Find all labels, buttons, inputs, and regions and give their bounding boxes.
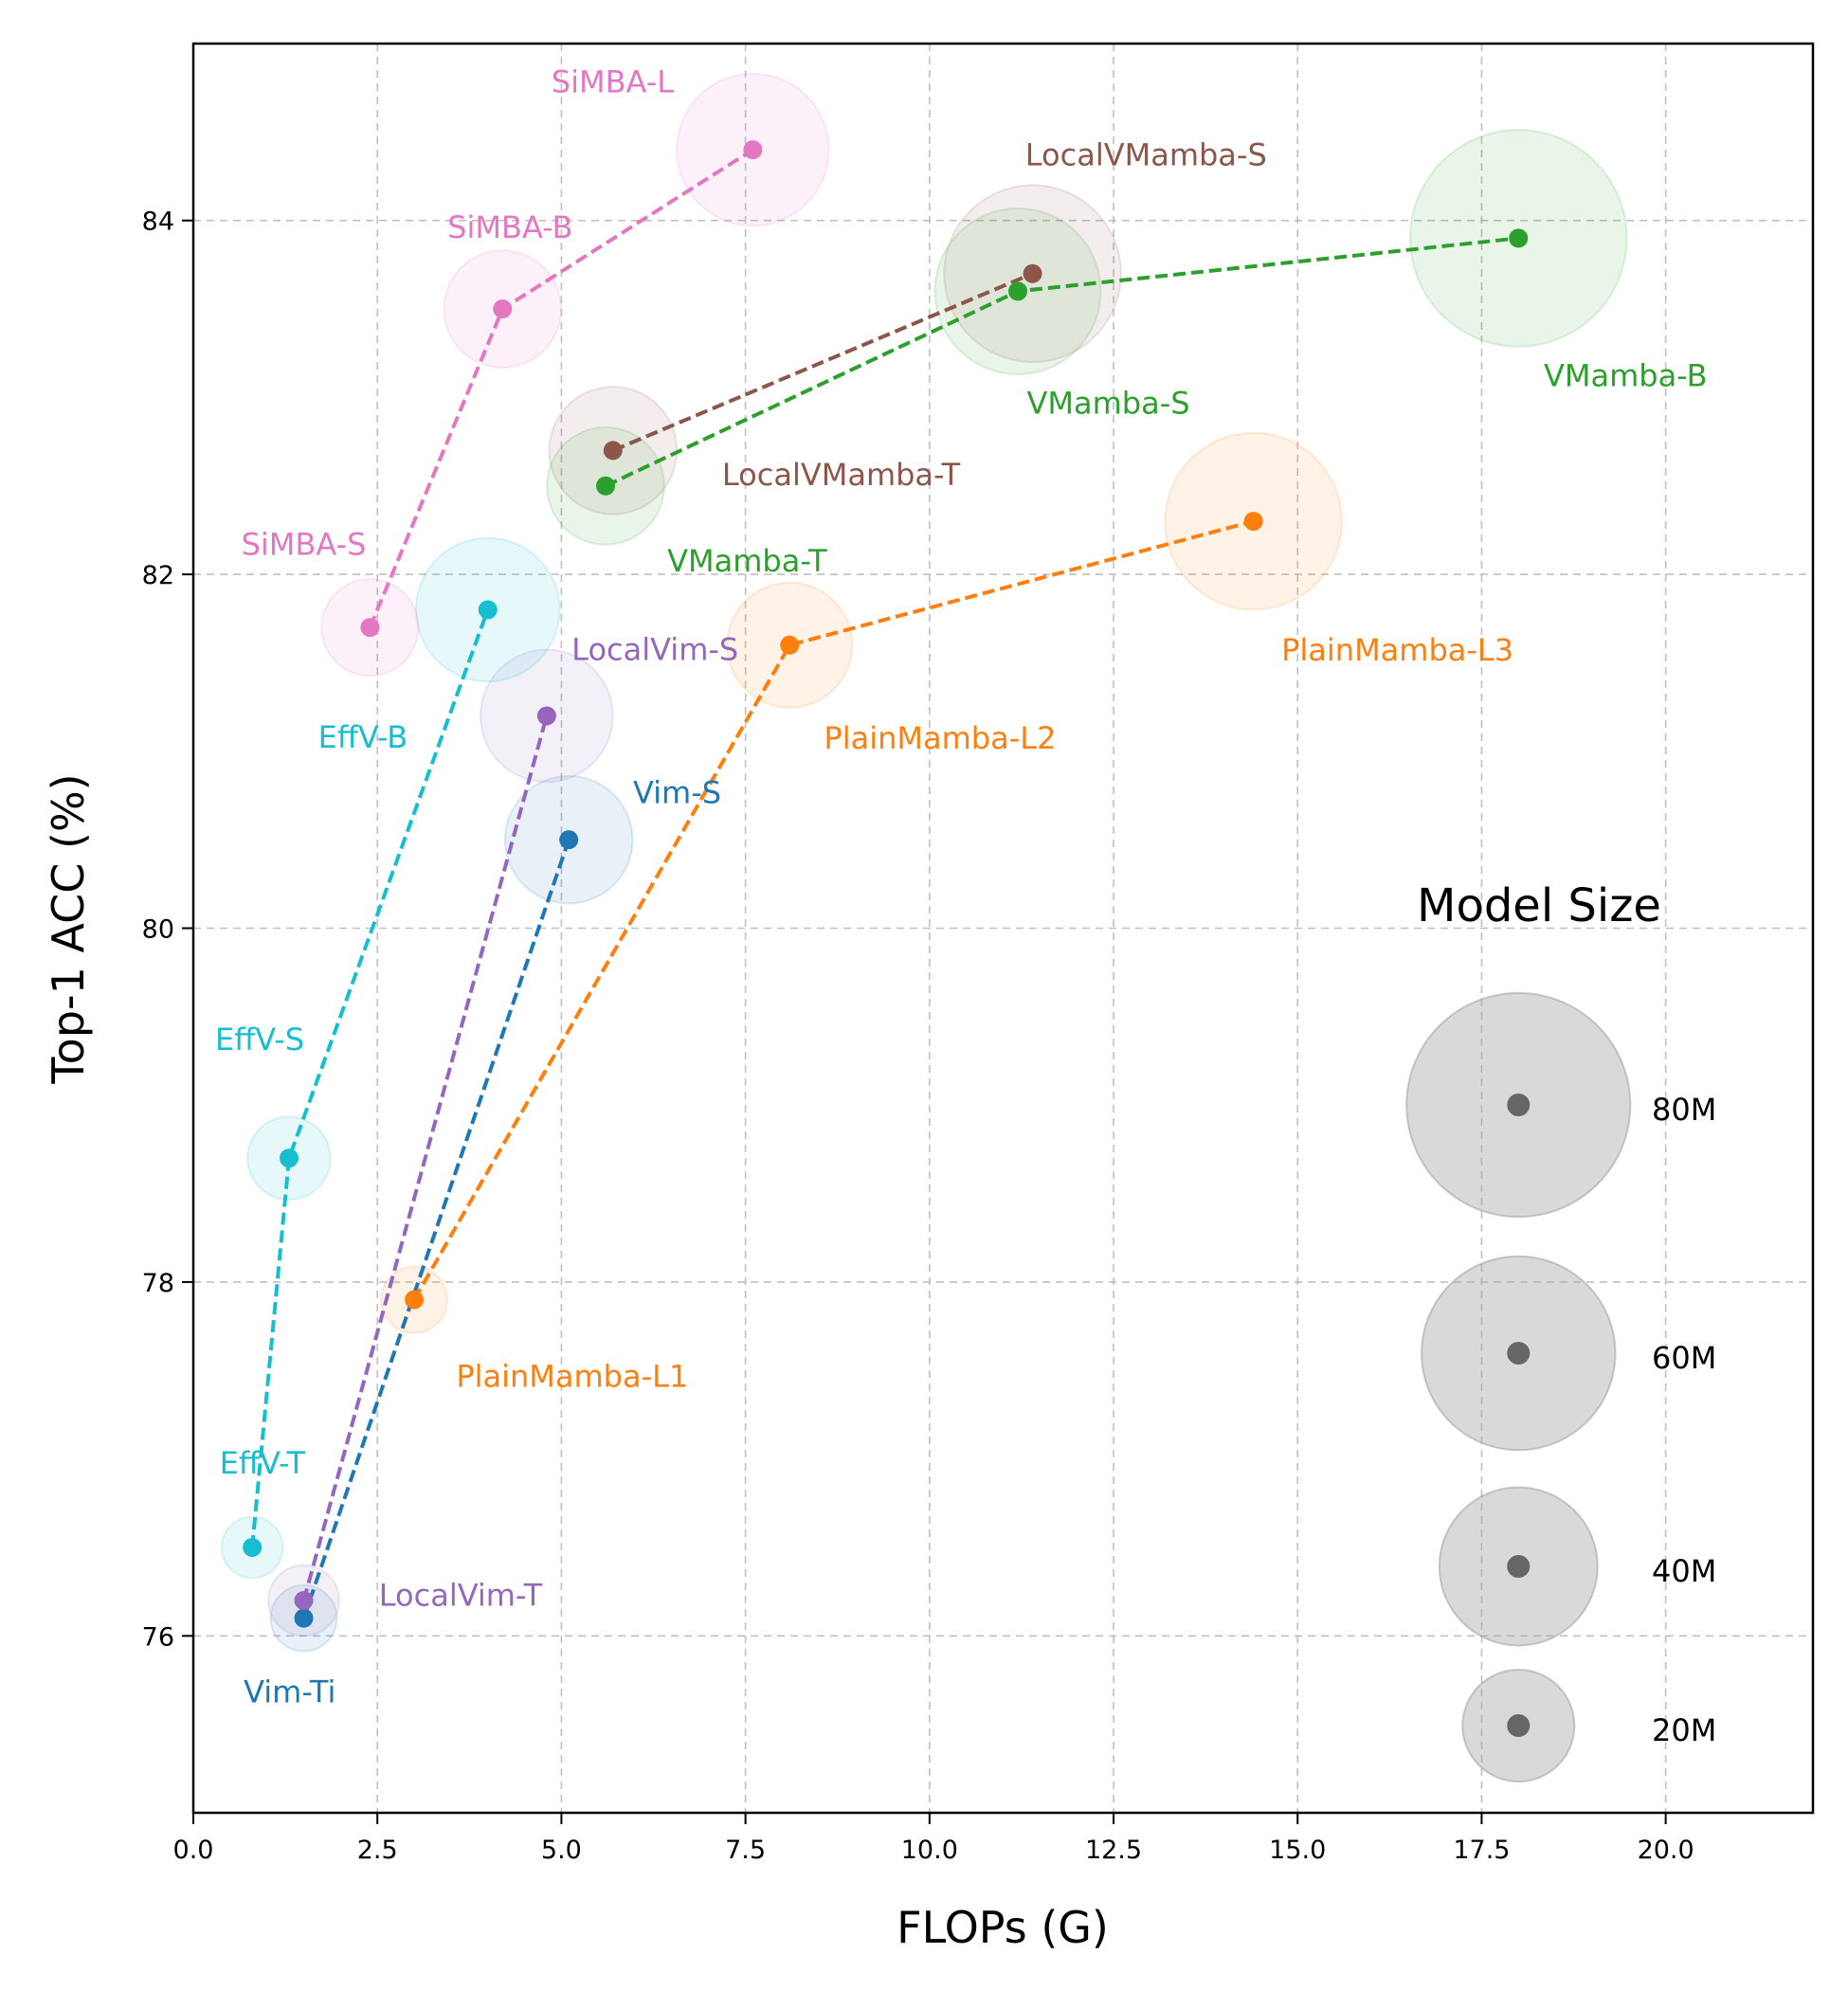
point-label: Vim-S xyxy=(633,774,721,810)
point-label: VMamba-B xyxy=(1544,358,1708,394)
point-label: PlainMamba-L2 xyxy=(824,720,1056,756)
point-label: LocalVMamba-T xyxy=(722,457,961,493)
points xyxy=(243,140,1529,1628)
data-point xyxy=(279,1149,299,1168)
data-point xyxy=(243,1537,263,1557)
legend-dot xyxy=(1507,1555,1531,1578)
data-point xyxy=(743,140,763,160)
x-tick-label: 7.5 xyxy=(725,1836,766,1865)
point-label: PlainMamba-L3 xyxy=(1281,632,1513,668)
legend-dot xyxy=(1507,1714,1531,1737)
data-point xyxy=(493,299,513,319)
point-label: SiMBA-S xyxy=(242,527,367,563)
x-tick-label: 10.0 xyxy=(901,1836,958,1865)
data-point xyxy=(603,441,623,461)
point-label: VMamba-S xyxy=(1027,386,1190,422)
data-point xyxy=(536,706,556,726)
point-labels: Vim-Ti Vim-S LocalVim-T LocalVim-S EffV-T Eff… xyxy=(215,64,1708,1710)
legend-title: Model Size xyxy=(1417,879,1661,932)
data-point xyxy=(294,1590,314,1610)
x-tick-label: 15.0 xyxy=(1269,1836,1326,1865)
data-point xyxy=(360,618,380,638)
data-point xyxy=(478,600,498,620)
data-point xyxy=(780,635,800,655)
point-label: PlainMamba-L1 xyxy=(456,1358,688,1394)
point-label: EffV-T xyxy=(220,1445,306,1481)
data-point xyxy=(405,1290,425,1310)
data-point xyxy=(1509,228,1529,248)
point-label: SiMBA-L xyxy=(552,64,675,100)
data-point xyxy=(1243,512,1263,532)
series-lines xyxy=(250,148,1519,1619)
x-tick-label: 20.0 xyxy=(1638,1836,1694,1865)
point-label: VMamba-T xyxy=(667,543,827,579)
y-tick-label: 84 xyxy=(142,208,174,237)
legend-dot xyxy=(1507,1094,1531,1116)
y-tick-label: 82 xyxy=(142,561,174,590)
legend-label: 60M xyxy=(1652,1340,1716,1376)
point-label: Vim-Ti xyxy=(244,1674,335,1710)
point-label: LocalVim-T xyxy=(379,1578,543,1614)
x-tick-label: 0.0 xyxy=(173,1836,214,1865)
point-label: SiMBA-B xyxy=(447,209,572,245)
data-point xyxy=(596,476,616,496)
y-tick-label: 76 xyxy=(142,1622,174,1652)
data-point xyxy=(1023,263,1042,283)
x-tick-label: 5.0 xyxy=(541,1836,582,1865)
legend: Model Size 80M 60M 40M 20M xyxy=(1405,879,1716,1783)
point-label: LocalVim-S xyxy=(571,632,738,668)
x-tick-label: 2.5 xyxy=(357,1836,398,1865)
x-axis-label: FLOPs (G) xyxy=(897,1902,1109,1953)
bubbles xyxy=(220,72,1628,1653)
y-tick-label: 80 xyxy=(142,915,174,945)
legend-label: 20M xyxy=(1652,1712,1716,1748)
data-point xyxy=(294,1608,314,1628)
series-line xyxy=(301,715,549,1601)
grid xyxy=(192,44,1813,1813)
point-label: EffV-B xyxy=(318,719,408,755)
series-line xyxy=(250,608,490,1548)
x-tick-label: 12.5 xyxy=(1085,1836,1142,1865)
x-tick-label: 17.5 xyxy=(1453,1836,1510,1865)
series-line xyxy=(612,271,1034,453)
legend-dot xyxy=(1507,1342,1531,1365)
point-label: EffV-S xyxy=(215,1022,304,1058)
y-axis-label: Top-1 ACC (%) xyxy=(43,773,94,1084)
y-tick-label: 78 xyxy=(142,1269,174,1298)
series-line xyxy=(301,839,571,1619)
ticks: 0.0 2.5 5.0 7.5 10.0 12.5 15.0 17.5 20.0 76 78 80 82… xyxy=(142,208,1694,1865)
data-point xyxy=(1008,281,1028,301)
data-point xyxy=(559,830,579,850)
legend-label: 80M xyxy=(1652,1092,1716,1128)
legend-label: 40M xyxy=(1652,1553,1716,1589)
point-label: LocalVMamba-S xyxy=(1025,137,1267,173)
